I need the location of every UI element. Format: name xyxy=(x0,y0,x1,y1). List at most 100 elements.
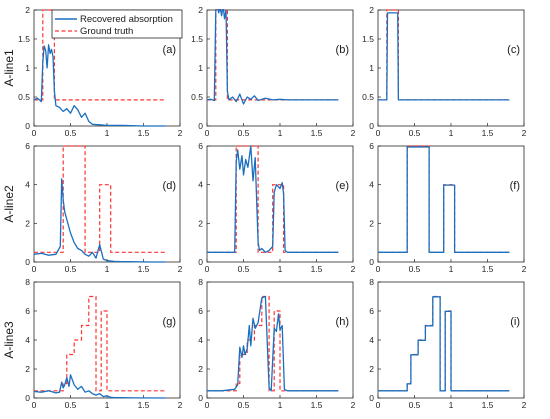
y-tick-label: 2 xyxy=(369,5,374,15)
ground-truth-line xyxy=(34,295,166,392)
x-tick-label: 2 xyxy=(522,128,527,138)
panel-label: (h) xyxy=(336,316,349,328)
plot-area xyxy=(206,9,354,127)
y-tick-label: 2 xyxy=(25,5,30,15)
x-tick-label: 0 xyxy=(32,400,37,410)
x-tick-label: 0 xyxy=(205,264,210,274)
panel-label: (i) xyxy=(510,316,520,328)
ground-truth-line xyxy=(34,145,166,253)
recovered-absorption-line xyxy=(207,9,339,105)
recovered-absorption-line xyxy=(34,44,166,127)
ground-truth-line xyxy=(34,9,166,101)
panel-label: (g) xyxy=(163,316,176,328)
y-tick-label: 0 xyxy=(25,257,30,267)
x-tick-label: 1.5 xyxy=(138,400,150,410)
chart-panel-i: 0 0.5 1 1.5 2 0 2 4 6 8 (i) xyxy=(369,277,526,410)
x-tick-label: 1.5 xyxy=(311,264,323,274)
y-tick-label: 1 xyxy=(25,63,30,73)
y-tick-label: 0 xyxy=(25,393,30,403)
y-tick-label: 2 xyxy=(198,5,203,15)
plot-area xyxy=(377,145,525,263)
y-tick-label: 1.5 xyxy=(362,34,374,44)
y-tick-label: 8 xyxy=(198,277,203,287)
recovered-absorption-line xyxy=(34,374,166,399)
y-tick-label: 4 xyxy=(369,335,374,345)
x-tick-label: 1 xyxy=(278,128,283,138)
y-tick-label: 1.5 xyxy=(18,34,30,44)
row-labels: A-line1 A-line2 A-line3 xyxy=(2,49,16,359)
y-tick-label: 2 xyxy=(369,218,374,228)
row-label: A-line1 xyxy=(2,49,16,87)
panel-label: (f) xyxy=(510,180,520,192)
y-tick-label: 0 xyxy=(198,393,203,403)
recovered-absorption-line xyxy=(378,12,510,101)
x-tick-label: 0 xyxy=(376,128,381,138)
plot-area xyxy=(377,9,525,127)
x-tick-label: 1 xyxy=(105,128,110,138)
y-tick-label: 4 xyxy=(369,180,374,190)
x-tick-label: 0.5 xyxy=(238,400,250,410)
y-tick-label: 2 xyxy=(25,364,30,374)
recovered-absorption-line xyxy=(207,145,339,253)
legend-ground-truth-label: Ground truth xyxy=(80,26,133,37)
y-tick-label: 1 xyxy=(198,63,203,73)
y-tick-label: 4 xyxy=(198,335,203,345)
y-tick-label: 4 xyxy=(198,180,203,190)
x-tick-label: 0 xyxy=(32,128,37,138)
x-tick-label: 1.5 xyxy=(311,400,323,410)
y-tick-label: 2 xyxy=(25,218,30,228)
x-tick-label: 1.5 xyxy=(482,128,494,138)
y-tick-label: 8 xyxy=(25,277,30,287)
y-tick-label: 1 xyxy=(369,63,374,73)
panel-label: (a) xyxy=(163,44,176,56)
recovered-absorption-line xyxy=(207,295,339,392)
x-tick-label: 1.5 xyxy=(138,264,150,274)
y-tick-label: 0.5 xyxy=(362,92,374,102)
y-tick-label: 6 xyxy=(369,141,374,151)
chart-panel-e: 0 0.5 1 1.5 2 0 2 4 6 (e) xyxy=(198,141,355,274)
y-tick-label: 6 xyxy=(198,141,203,151)
x-tick-label: 0 xyxy=(376,264,381,274)
x-tick-label: 2 xyxy=(178,128,183,138)
x-tick-label: 0.5 xyxy=(409,264,421,274)
recovered-absorption-line xyxy=(378,296,510,392)
x-tick-label: 0 xyxy=(205,128,210,138)
y-tick-label: 2 xyxy=(198,364,203,374)
row-label: A-line3 xyxy=(2,321,16,359)
chart-panel-b: 0 0.5 1 1.5 2 0 0.5 1 1.5 2 (b) xyxy=(191,5,355,138)
panel-label: (d) xyxy=(163,180,176,192)
row-label: A-line2 xyxy=(2,185,16,223)
x-tick-label: 0.5 xyxy=(409,128,421,138)
x-tick-label: 0.5 xyxy=(238,128,250,138)
x-tick-label: 0.5 xyxy=(238,264,250,274)
x-tick-label: 0.5 xyxy=(409,400,421,410)
panel-label: (e) xyxy=(336,180,349,192)
x-tick-label: 0.5 xyxy=(65,400,77,410)
y-tick-label: 4 xyxy=(25,335,30,345)
x-tick-label: 1.5 xyxy=(482,264,494,274)
recovered-absorption-line xyxy=(34,178,166,263)
x-tick-label: 1.5 xyxy=(311,128,323,138)
recovered-absorption-line xyxy=(378,146,510,253)
x-tick-label: 1.5 xyxy=(138,128,150,138)
y-tick-label: 0 xyxy=(369,393,374,403)
x-tick-label: 1 xyxy=(278,264,283,274)
x-tick-label: 0 xyxy=(205,400,210,410)
y-tick-label: 0 xyxy=(25,121,30,131)
x-tick-label: 2 xyxy=(522,264,527,274)
chart-panel-h: 0 0.5 1 1.5 2 0 2 4 6 8 (h) xyxy=(198,277,355,410)
legend-recovered-label: Recovered absorption xyxy=(80,14,173,25)
y-tick-label: 0 xyxy=(369,257,374,267)
y-tick-label: 0.5 xyxy=(191,92,203,102)
y-tick-label: 0.5 xyxy=(18,92,30,102)
y-tick-label: 6 xyxy=(25,141,30,151)
x-tick-label: 0 xyxy=(32,264,37,274)
chart-panel-d: 0 0.5 1 1.5 2 0 2 4 6 (d) xyxy=(25,141,182,274)
y-tick-label: 6 xyxy=(198,306,203,316)
plot-area xyxy=(33,145,181,263)
chart-panel-g: 0 0.5 1 1.5 2 0 2 4 6 8 (g) xyxy=(25,277,182,410)
x-tick-label: 0 xyxy=(376,400,381,410)
ground-truth-line xyxy=(207,295,339,392)
plot-area xyxy=(206,145,354,263)
